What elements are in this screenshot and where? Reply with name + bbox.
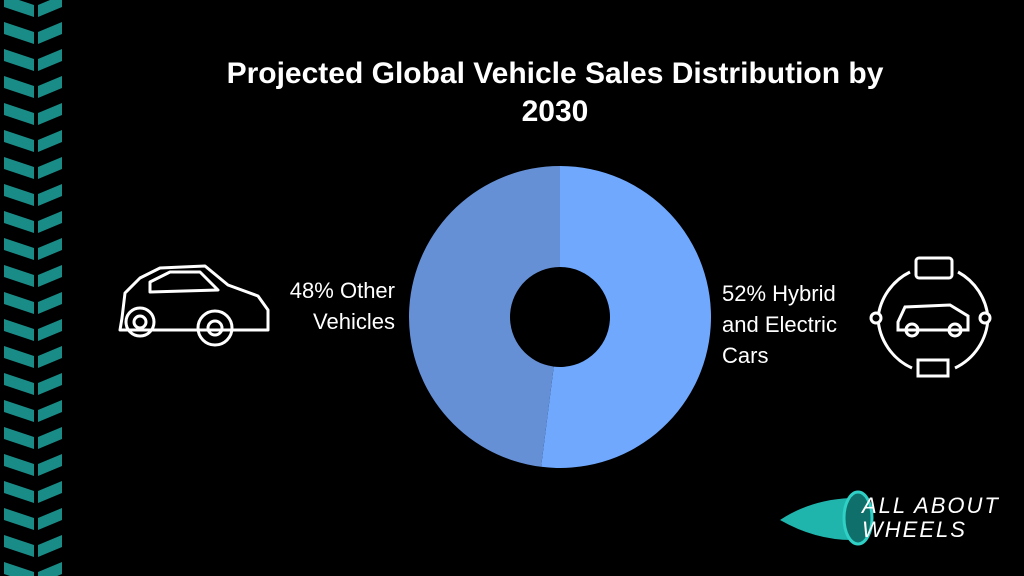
tread: [4, 157, 34, 179]
tread: [4, 454, 34, 476]
tread: [4, 238, 34, 260]
tread: [4, 265, 34, 287]
logo-text: WHEELS: [862, 517, 967, 542]
car-icon: [118, 264, 270, 347]
tread: [38, 130, 62, 152]
tread: [38, 535, 62, 557]
tread: [38, 400, 62, 422]
slice: [541, 166, 711, 468]
category-label: Other Vehicles: [313, 278, 395, 334]
slice-label: 52% Hybrid and Electric Cars: [722, 278, 872, 371]
chart-title: Projected Global Vehicle Sales Distribut…: [226, 57, 884, 128]
tread: [38, 76, 62, 98]
logo-mark: [780, 490, 874, 546]
tread: [4, 184, 34, 206]
tread: [4, 400, 34, 422]
tread: [4, 319, 34, 341]
tread: [38, 292, 62, 314]
tread: [4, 346, 34, 368]
logo: ALL ABOUT WHEELS: [862, 494, 1000, 542]
tread: [4, 562, 34, 576]
tread: [4, 481, 34, 503]
tread: [4, 76, 34, 98]
tread: [38, 373, 62, 395]
tread: [4, 49, 34, 71]
tread: [4, 22, 34, 44]
tread: [38, 319, 62, 341]
tread: [38, 0, 62, 17]
tread: [38, 103, 62, 125]
tread: [38, 562, 62, 576]
value-label: 48%: [289, 278, 334, 303]
category-label: Hybrid and Electric Cars: [722, 281, 837, 368]
tread: [38, 157, 62, 179]
tread: [4, 103, 34, 125]
tread: [38, 238, 62, 260]
tread: [4, 535, 34, 557]
tread: [38, 481, 62, 503]
tread: [4, 0, 34, 17]
tread: [4, 373, 34, 395]
tread: [4, 130, 34, 152]
tread: [38, 22, 62, 44]
tread: [38, 427, 62, 449]
slice-label: 48% Other Vehicles: [255, 275, 395, 337]
tread: [38, 454, 62, 476]
logo-text: ALL ABOUT: [862, 493, 1000, 518]
tread: [38, 184, 62, 206]
hybrid-icon: [869, 256, 992, 378]
tread: [38, 49, 62, 71]
slice: [408, 166, 560, 467]
tread: [38, 346, 62, 368]
tread: [38, 265, 62, 287]
tread: [4, 508, 34, 530]
tread: [4, 211, 34, 233]
tread: [38, 508, 62, 530]
value-label: 52%: [722, 281, 767, 306]
tread: [38, 211, 62, 233]
tread: [4, 427, 34, 449]
tread: [4, 292, 34, 314]
